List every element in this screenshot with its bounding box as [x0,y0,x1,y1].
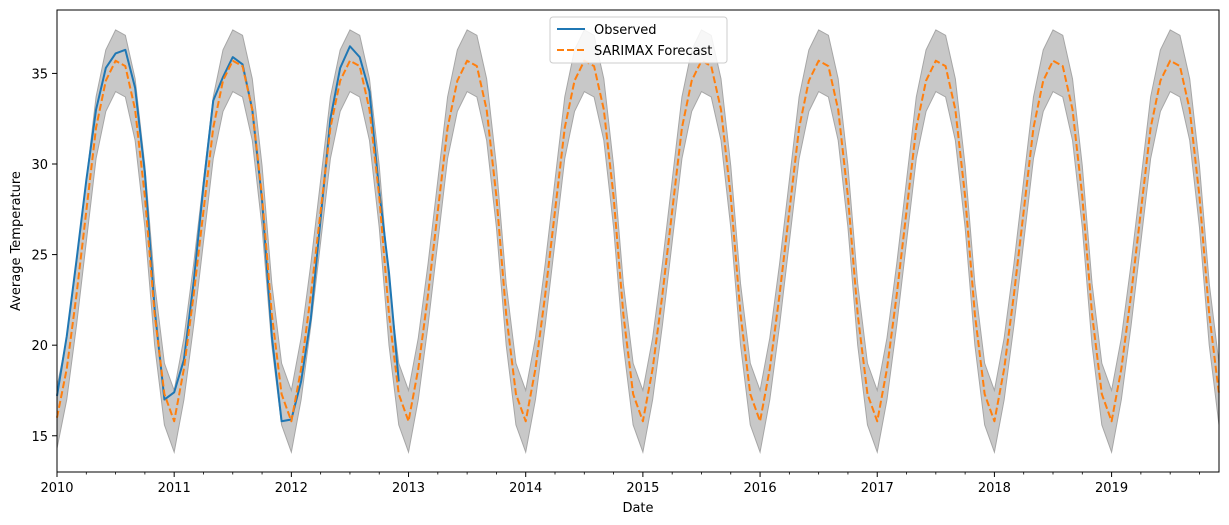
x-tick-label: 2015 [626,481,659,496]
x-tick-label: 2014 [509,481,542,496]
confidence-interval-band [56,29,1220,454]
plot-frame [56,9,1220,473]
x-tick-label: 2011 [158,481,191,496]
plot-area [56,29,1220,454]
y-tick-label: 30 [31,158,48,173]
y-axis-label: Average Temperature [9,171,24,311]
x-tick-label: 2019 [1095,481,1128,496]
observed-series-line [56,45,400,423]
legend-forecast-label: SARIMAX Forecast [594,44,712,59]
y-tick-label: 35 [31,67,48,82]
x-tick-label: 2010 [40,481,73,496]
x-tick-label: 2018 [978,481,1011,496]
x-axis-label: Date [622,501,653,516]
legend-box [549,16,728,64]
legend: Observed SARIMAX Forecast [549,16,728,64]
y-tick-label: 15 [31,430,48,445]
x-tick-label: 2012 [275,481,308,496]
x-tick-label: 2013 [392,481,425,496]
x-tick-label: 2016 [744,481,777,496]
axis-ticks: 2010 2011 2012 2013 2014 2015 2016 2017 2018 2019… [31,67,1200,496]
legend-observed-label: Observed [594,23,657,38]
forecast-series-line [56,59,1220,423]
y-tick-label: 20 [31,339,48,354]
x-tick-label: 2017 [861,481,894,496]
y-tick-label: 25 [31,249,48,264]
